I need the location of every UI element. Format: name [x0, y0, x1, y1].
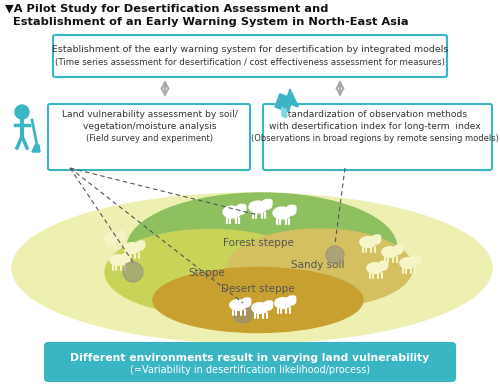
Ellipse shape	[382, 247, 398, 257]
Circle shape	[378, 261, 388, 270]
Polygon shape	[282, 107, 286, 118]
Text: Land vulnerability assessment by soil/: Land vulnerability assessment by soil/	[62, 110, 238, 119]
Polygon shape	[275, 89, 298, 112]
Ellipse shape	[104, 233, 120, 243]
Circle shape	[394, 245, 402, 254]
Text: (Time series assessment for desertification / cost effectiveness assessment for : (Time series assessment for desertificat…	[55, 58, 445, 67]
FancyBboxPatch shape	[44, 342, 456, 382]
FancyBboxPatch shape	[48, 104, 250, 170]
Ellipse shape	[400, 258, 416, 268]
Circle shape	[122, 253, 130, 262]
Circle shape	[116, 231, 124, 240]
Text: Sandy soil: Sandy soil	[291, 260, 345, 270]
Ellipse shape	[230, 300, 246, 310]
Circle shape	[398, 245, 402, 249]
Ellipse shape	[12, 193, 492, 343]
Ellipse shape	[249, 201, 267, 213]
Text: Different environments result in varying land vulnerability: Different environments result in varying…	[70, 353, 430, 363]
Circle shape	[412, 256, 420, 265]
Circle shape	[326, 246, 344, 264]
Circle shape	[292, 205, 296, 210]
Circle shape	[236, 204, 246, 214]
Circle shape	[262, 199, 272, 209]
Text: (Field survey and experiment): (Field survey and experiment)	[86, 134, 214, 143]
Text: Standardization of observation methods: Standardization of observation methods	[282, 110, 468, 119]
Ellipse shape	[367, 263, 383, 273]
Circle shape	[123, 262, 143, 282]
FancyBboxPatch shape	[53, 35, 447, 77]
Circle shape	[376, 235, 380, 239]
Circle shape	[15, 105, 29, 119]
Text: Desert steppe: Desert steppe	[221, 284, 295, 294]
Text: ▼A Pilot Study for Desertification Assessment and: ▼A Pilot Study for Desertification Asses…	[5, 4, 328, 14]
Circle shape	[286, 205, 296, 215]
Text: Forest steppe: Forest steppe	[222, 238, 294, 248]
Circle shape	[246, 298, 250, 302]
Ellipse shape	[252, 303, 268, 313]
Circle shape	[286, 296, 296, 305]
Ellipse shape	[110, 254, 126, 265]
Circle shape	[136, 241, 144, 250]
Ellipse shape	[124, 243, 140, 253]
Circle shape	[292, 296, 296, 300]
Ellipse shape	[228, 229, 412, 307]
Text: Establishment of the early warning system for desertification by integrated mode: Establishment of the early warning syste…	[52, 45, 448, 54]
Text: vegetation/moisture analysis: vegetation/moisture analysis	[83, 122, 217, 131]
Circle shape	[242, 298, 250, 307]
Text: with desertification index for long-term  index: with desertification index for long-term…	[269, 122, 481, 131]
Circle shape	[233, 303, 253, 323]
Circle shape	[242, 204, 246, 209]
Ellipse shape	[153, 268, 363, 333]
Ellipse shape	[273, 207, 291, 219]
Text: Steppe: Steppe	[188, 268, 226, 278]
Circle shape	[372, 235, 380, 244]
Text: Establishment of an Early Warning System in North-East Asia: Establishment of an Early Warning System…	[5, 17, 408, 27]
Circle shape	[140, 241, 144, 245]
Circle shape	[268, 199, 272, 204]
Text: (Observations in broad regions by remote sensing models): (Observations in broad regions by remote…	[251, 134, 499, 143]
Circle shape	[264, 301, 272, 310]
Text: (=Variability in desertification likelihood/process): (=Variability in desertification likelih…	[130, 365, 370, 375]
Circle shape	[120, 231, 124, 235]
Circle shape	[416, 256, 420, 260]
Circle shape	[384, 261, 388, 265]
Ellipse shape	[105, 229, 315, 315]
Circle shape	[268, 301, 272, 305]
Circle shape	[126, 253, 130, 257]
Ellipse shape	[223, 206, 241, 218]
FancyBboxPatch shape	[263, 104, 492, 170]
Ellipse shape	[360, 237, 376, 247]
Polygon shape	[32, 145, 40, 152]
Ellipse shape	[275, 298, 291, 308]
Ellipse shape	[127, 193, 397, 303]
